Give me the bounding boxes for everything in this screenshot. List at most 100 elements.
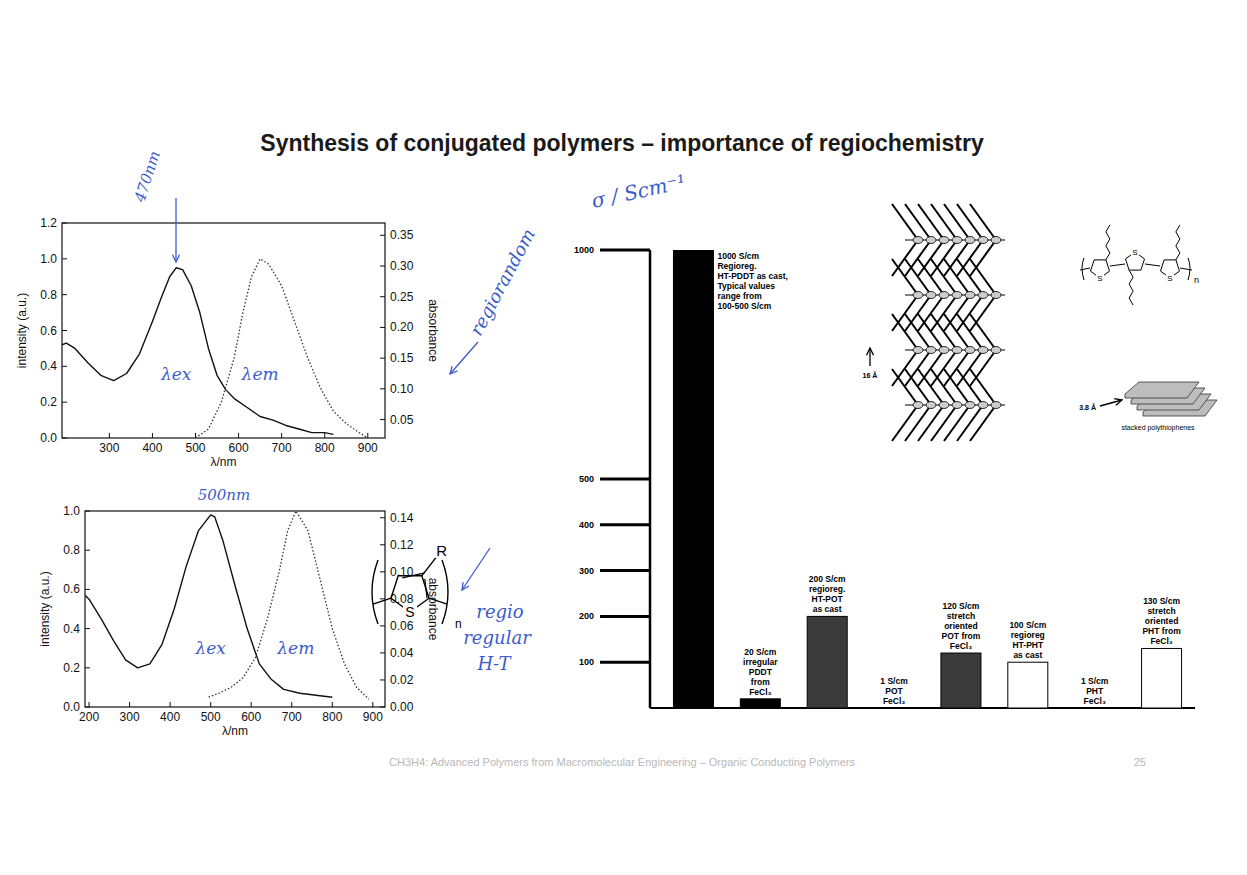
arrow-shaft <box>869 348 870 366</box>
baseline <box>650 707 1195 709</box>
arrow <box>1100 399 1122 406</box>
y2-tick-label: 0.00 <box>390 700 414 714</box>
annotation: 500nm <box>198 486 251 504</box>
slide-title: Synthesis of conjugated polymers – impor… <box>260 130 984 156</box>
spacing-label: 16 Å <box>863 371 878 379</box>
y2-tick <box>380 652 385 653</box>
side-chain <box>970 204 996 240</box>
x-tick <box>281 433 282 438</box>
x-tick-label: 900 <box>358 441 378 455</box>
ring-bead <box>926 292 936 299</box>
bar-label: 130 S/cmstretchorientedPHT fromFeCl₃ <box>1142 596 1181 646</box>
series-label: λem <box>241 364 279 384</box>
spectrum-line <box>196 259 368 438</box>
bar-label-line: 1 S/cm <box>1081 676 1109 686</box>
bar-label-group: 1000 S/cmRegioreg.HT-PDDT as cast,Typica… <box>717 251 1181 706</box>
side-chain <box>970 314 996 350</box>
side-chain <box>918 259 944 295</box>
arrow-head <box>173 255 180 262</box>
bar-label-line: 100-500 S/cm <box>717 301 771 311</box>
y2-tick <box>380 544 385 545</box>
bar-label-line: 200 S/cm <box>809 574 846 584</box>
ring-bead <box>939 402 949 409</box>
y2-tick-label: 0.12 <box>390 538 414 552</box>
bar <box>874 707 914 708</box>
plot-frame <box>85 511 385 707</box>
y-tick-label: 300 <box>579 566 594 576</box>
y-tick-label: 0.2 <box>63 661 80 675</box>
annotation: regioregularH-T <box>463 601 532 674</box>
y2-tick <box>380 388 385 389</box>
y2-tick-label: 0.20 <box>390 320 414 334</box>
y2-tick <box>380 266 385 267</box>
substituent-bond <box>422 558 436 576</box>
y-tick <box>85 589 90 590</box>
bar-label-line: POT from <box>942 631 981 641</box>
y-tick-label: 0.6 <box>63 582 80 596</box>
y2-tick-label: 0.14 <box>390 511 414 525</box>
series-label: λex <box>160 364 192 384</box>
y2-axis-title: absorbance <box>426 578 440 641</box>
spectrum-line <box>85 515 332 697</box>
y-tick <box>85 550 90 551</box>
y-tick-label: 400 <box>579 520 594 530</box>
y-tick <box>62 330 67 331</box>
side-chain <box>970 350 996 386</box>
bar <box>1008 662 1048 708</box>
bar-label-line: POT <box>885 686 903 696</box>
side-chain <box>931 259 957 295</box>
spectrum-chart: 2003004005006007008009000.00.20.40.60.81… <box>38 504 440 738</box>
y-tick-label: 0.2 <box>40 395 57 409</box>
bar <box>673 250 713 708</box>
ring-bead <box>952 237 962 244</box>
side-chain <box>918 369 944 405</box>
y-axis-title: intensity (a.u.) <box>38 571 52 646</box>
x-tick-label: 800 <box>315 441 335 455</box>
y-tick-label: 100 <box>579 657 594 667</box>
ring-bead <box>991 292 1001 299</box>
bar-label-line: regioreg. <box>809 584 845 594</box>
ring-bead <box>978 347 988 354</box>
bar-label-line: 120 S/cm <box>943 601 980 611</box>
spacing-label: 3.8 Å <box>1079 403 1096 411</box>
side-chain <box>931 405 957 441</box>
x-axis-title: λ/nm <box>210 455 236 469</box>
atom-label: S <box>1132 248 1137 257</box>
atom-label: S <box>405 604 414 620</box>
bar-label-line: Typical values <box>717 281 775 291</box>
bar-label: 1 S/cmPHTFeCl₃ <box>1081 676 1109 706</box>
arrow-shaft <box>175 198 176 262</box>
side-chain <box>970 240 996 276</box>
bar-label-line: FeCl₃ <box>883 696 905 706</box>
x-tick-label: 500 <box>201 710 221 724</box>
ring-bead <box>939 292 949 299</box>
x-tick-label: 400 <box>160 710 180 724</box>
side-chain <box>918 405 944 441</box>
annotation: 470nm <box>130 149 164 205</box>
x-tick <box>170 702 171 707</box>
y2-tick-label: 0.10 <box>390 565 414 579</box>
x-tick <box>291 702 292 707</box>
x-tick-label: 300 <box>99 441 119 455</box>
y-tick <box>62 402 67 403</box>
y-tick-label: 1.0 <box>40 252 57 266</box>
arrow-shaft <box>462 548 490 590</box>
y-tick-label: 1.0 <box>63 504 80 518</box>
x-tick-label: 700 <box>272 441 292 455</box>
ring-bead <box>952 292 962 299</box>
y2-tick <box>380 707 385 708</box>
y-tick <box>62 294 67 295</box>
y-tick <box>600 523 650 526</box>
ring-bead <box>991 237 1001 244</box>
stacked-chain <box>1125 382 1199 398</box>
bracket <box>372 560 378 624</box>
x-tick-label: 200 <box>79 710 99 724</box>
side-chain <box>918 314 944 350</box>
y-tick <box>600 249 650 252</box>
ring-bead <box>913 292 923 299</box>
arrow <box>462 548 490 590</box>
side-chain <box>905 314 931 350</box>
label-patch <box>1166 273 1174 282</box>
bar-label-line: FeCl₃ <box>950 641 972 651</box>
y-tick <box>85 511 90 512</box>
